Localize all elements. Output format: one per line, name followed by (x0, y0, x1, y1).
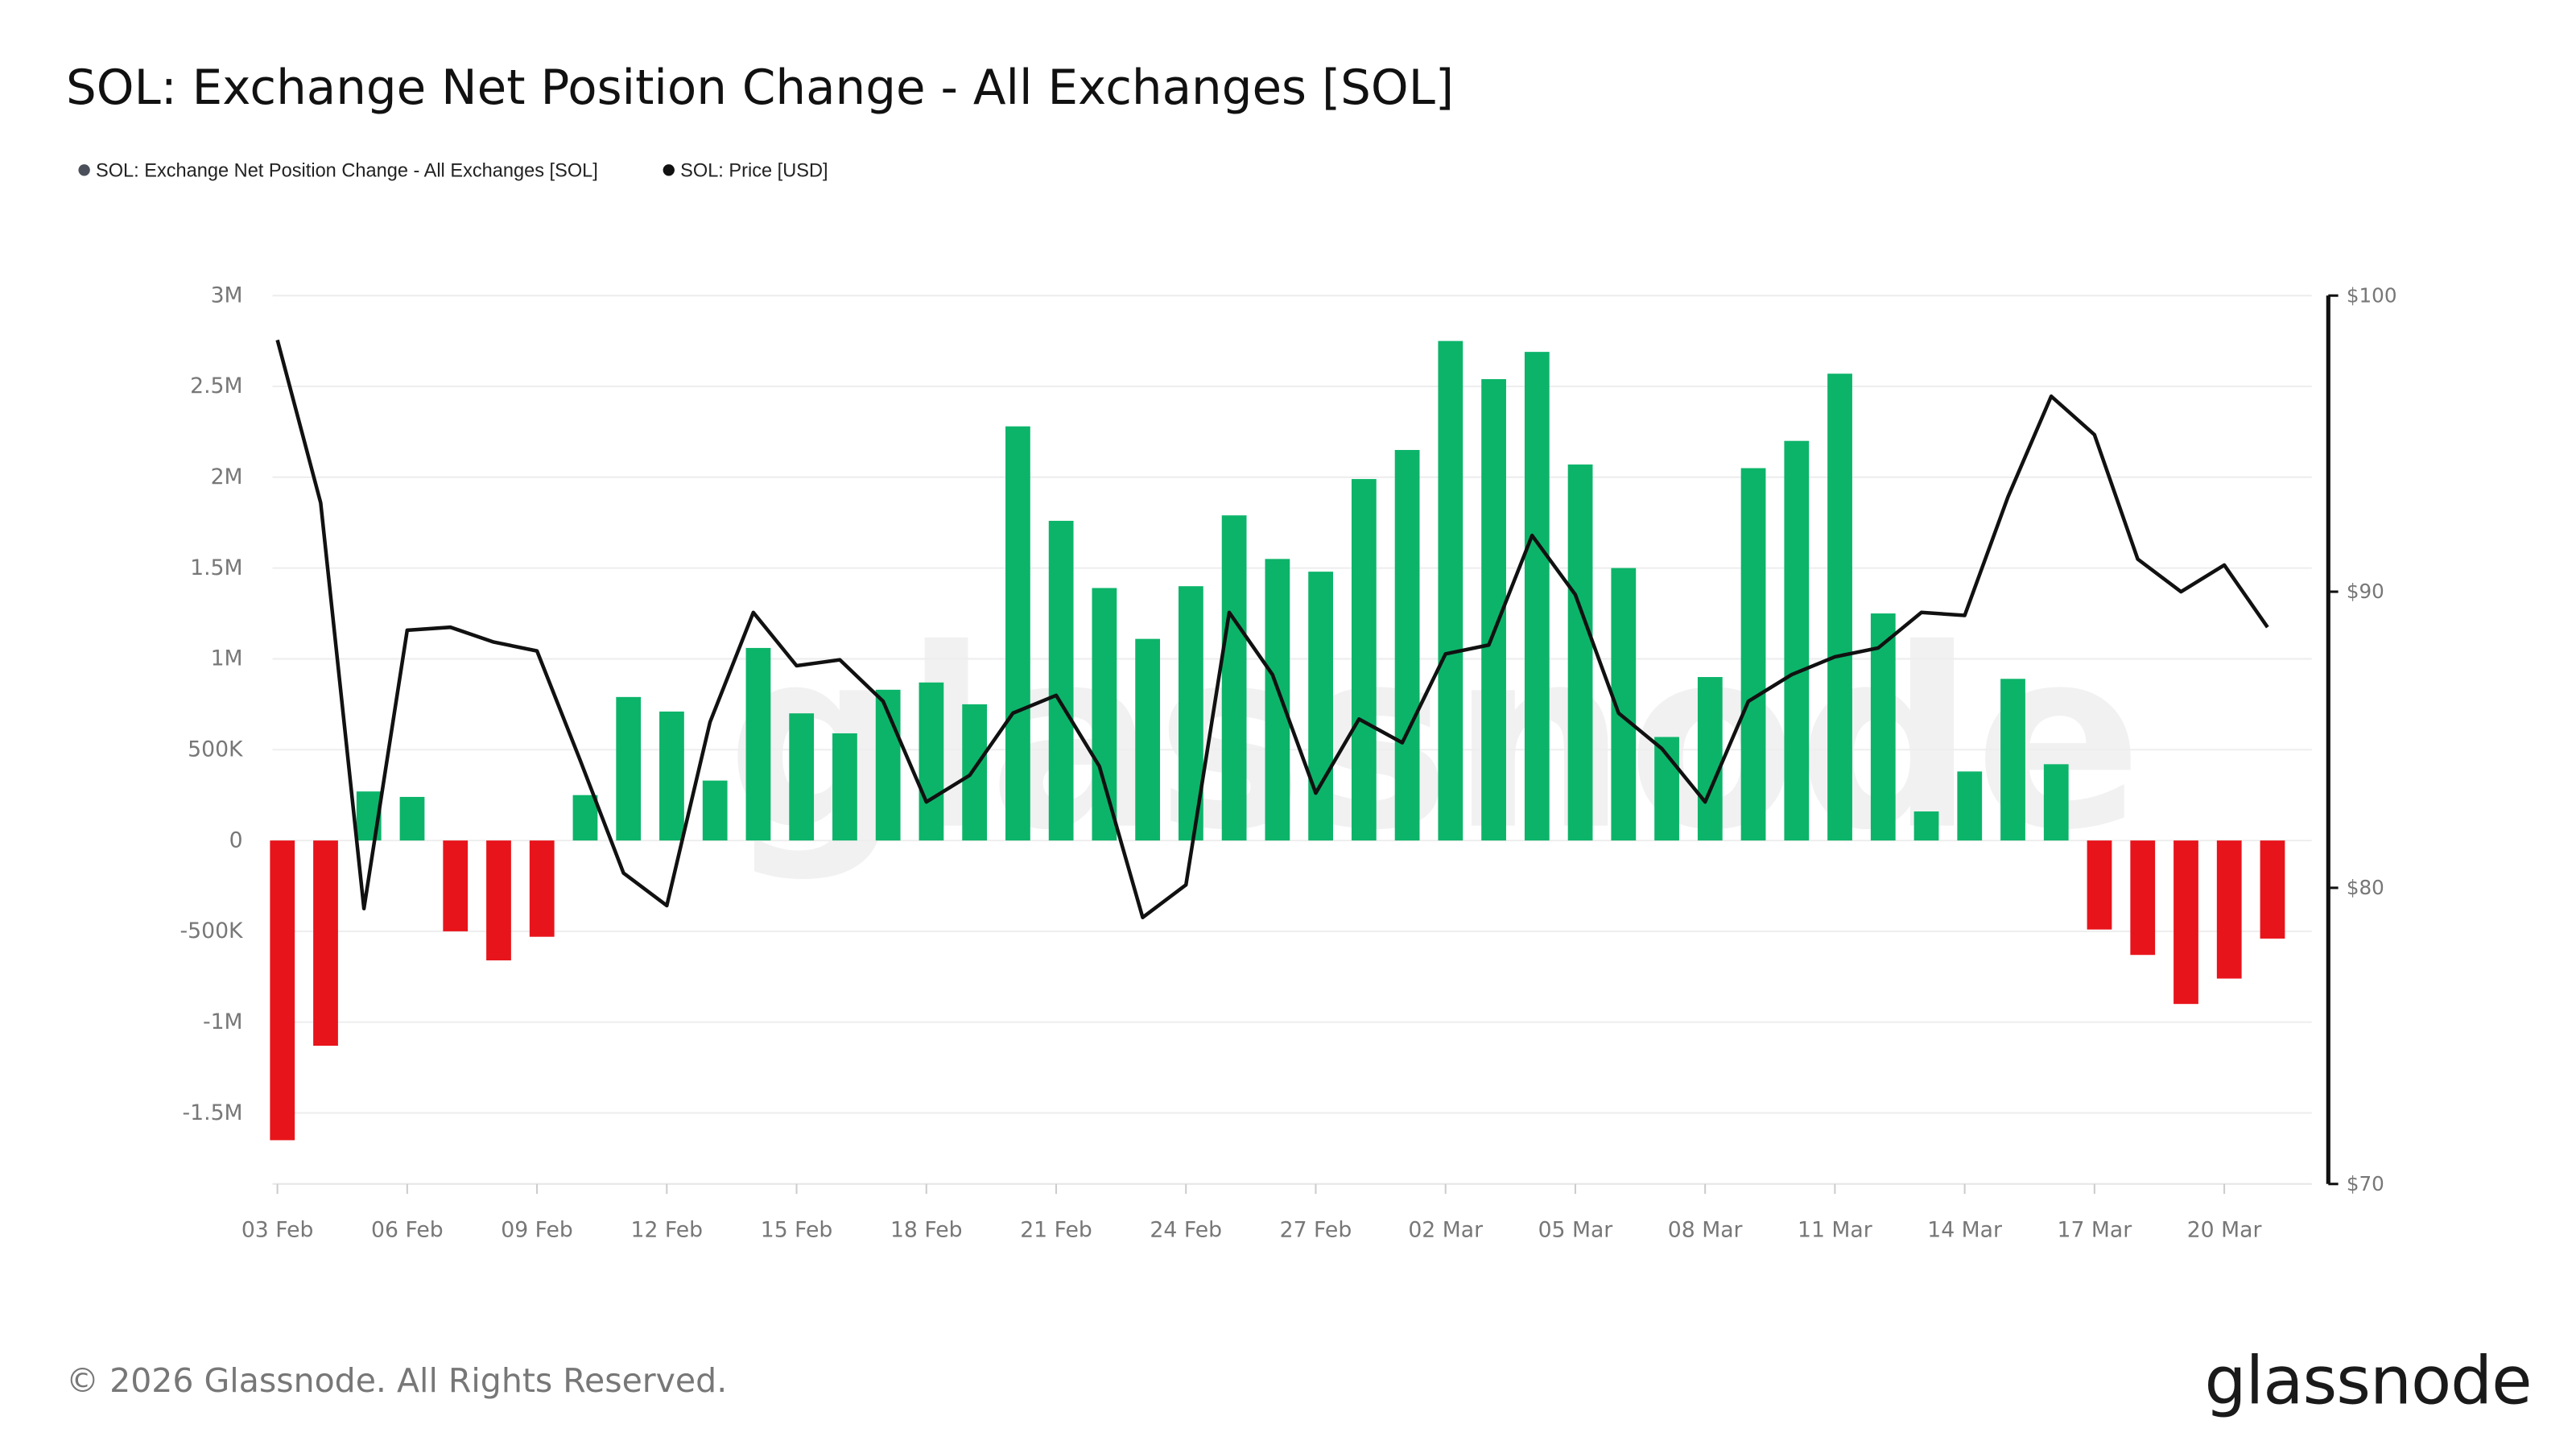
y-tick-label: -500K (180, 919, 244, 943)
y-tick-label: 0 (229, 828, 243, 852)
legend-price[interactable]: SOL: Price [USD] (680, 159, 828, 180)
x-tick-label: 09 Feb (501, 1217, 573, 1242)
x-tick-label: 14 Mar (1927, 1217, 2002, 1242)
bar-17-mar (2087, 840, 2112, 930)
bar-09-mar (1740, 468, 1766, 841)
bar-18-mar (2130, 840, 2156, 956)
bar-11-mar (1827, 374, 1852, 841)
bar-16-mar (2043, 764, 2069, 841)
bar-19-feb (962, 704, 988, 841)
x-axis: 03 Feb 06 Feb 09 Feb 12 Feb 15 Feb 18 Feb 21 F… (242, 1183, 2262, 1242)
bar-13-mar (1913, 811, 1939, 841)
bar-01-mar (1394, 449, 1420, 841)
x-tick-label: 18 Feb (890, 1217, 963, 1242)
bar-11-feb (616, 696, 642, 841)
legend-dot-price (663, 164, 675, 176)
bar-20-mar (2216, 840, 2242, 979)
x-tick-label: 02 Mar (1408, 1217, 1483, 1242)
bar-10-feb (572, 795, 598, 841)
y-tick-label: 2.5M (190, 374, 242, 398)
bar-03-feb (270, 840, 295, 1141)
x-tick-label: 06 Feb (371, 1217, 444, 1242)
x-tick-label: 24 Feb (1150, 1217, 1222, 1242)
bar-04-feb (313, 840, 338, 1046)
glassnode-logo: glassnode (2204, 1344, 2531, 1420)
bar-16-feb (832, 733, 857, 841)
x-tick-label: 20 Mar (2187, 1217, 2262, 1242)
bar-18-feb (919, 682, 944, 841)
right-tick-label: $80 (2347, 876, 2384, 899)
x-tick-label: 27 Feb (1280, 1217, 1352, 1242)
right-tick-label: $100 (2347, 283, 2397, 307)
bar-23-feb (1135, 638, 1161, 841)
bar-19-mar (2174, 840, 2198, 1005)
bar-13-feb (702, 780, 728, 841)
chart-title: SOL: Exchange Net Position Change - All … (66, 60, 1454, 116)
bar-12-mar (1870, 613, 1896, 841)
bar-26-feb (1265, 559, 1290, 841)
bar-21-feb (1048, 520, 1074, 841)
bar-series (270, 341, 2285, 1141)
bar-06-feb (399, 796, 425, 841)
bar-22-feb (1092, 588, 1117, 841)
bar-12-feb (659, 711, 684, 841)
copyright: © 2026 Glassnode. All Rights Reserved. (66, 1361, 727, 1400)
bar-25-feb (1221, 515, 1247, 841)
legend-net-position[interactable]: SOL: Exchange Net Position Change - All … (96, 159, 598, 180)
price-series (275, 339, 2269, 919)
legend: SOL: Exchange Net Position Change - All … (78, 159, 828, 180)
bar-15-feb (789, 713, 815, 841)
left-axis: 3M 2.5M 2M 1.5M 1M 500K 0 -500K -1M -1.5M (180, 283, 245, 1125)
y-tick-label: 500K (188, 737, 244, 762)
gridlines (272, 295, 2312, 1185)
x-tick-label: 12 Feb (631, 1217, 704, 1242)
x-tick-label: 17 Mar (2058, 1217, 2132, 1242)
price-line (275, 339, 2269, 919)
right-tick-label: $90 (2347, 580, 2384, 603)
bar-04-mar (1524, 352, 1550, 841)
bar-09-feb (529, 840, 555, 937)
bar-02-mar (1438, 341, 1463, 841)
y-tick-label: -1.5M (183, 1100, 243, 1125)
bar-08-mar (1697, 677, 1723, 841)
y-tick-label: 1.5M (190, 555, 242, 580)
y-tick-label: -1M (203, 1009, 243, 1034)
right-tick-label: $70 (2347, 1172, 2384, 1195)
x-tick-label: 08 Mar (1668, 1217, 1743, 1242)
bar-28-feb (1351, 479, 1377, 841)
bar-05-mar (1567, 464, 1593, 841)
x-tick-label: 21 Feb (1020, 1217, 1092, 1242)
bar-20-feb (1005, 426, 1030, 841)
y-tick-label: 2M (211, 464, 243, 489)
bar-15-mar (2000, 679, 2025, 841)
bar-14-feb (745, 647, 771, 841)
x-tick-label: 03 Feb (242, 1217, 314, 1242)
bar-14-mar (1957, 771, 1983, 841)
legend-dot-net-position (78, 164, 90, 176)
bar-08-feb (486, 840, 511, 961)
x-tick-label: 11 Mar (1798, 1217, 1872, 1242)
y-tick-label: 1M (211, 646, 243, 671)
y-tick-label: 3M (211, 283, 243, 308)
bar-21-mar (2260, 840, 2285, 939)
bar-07-feb (443, 840, 469, 931)
x-tick-label: 15 Feb (761, 1217, 833, 1242)
bar-10-mar (1784, 440, 1810, 841)
right-axis: $100 $90 $80 $70 (2326, 283, 2397, 1195)
x-tick-label: 05 Mar (1538, 1217, 1613, 1242)
bar-27-feb (1308, 572, 1333, 841)
